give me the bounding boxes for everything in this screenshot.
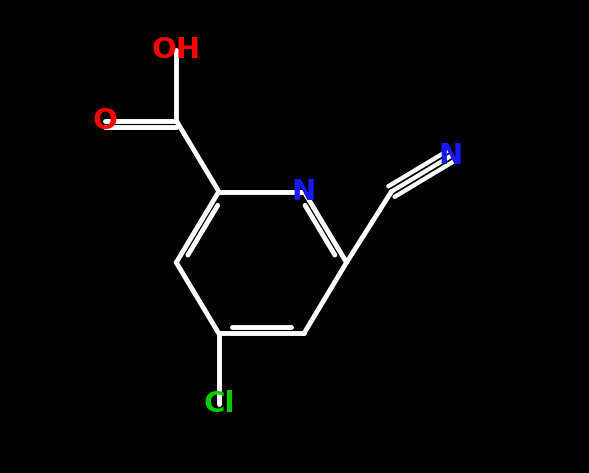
Text: N: N	[438, 142, 463, 170]
Text: OH: OH	[152, 35, 201, 64]
Text: N: N	[292, 177, 316, 206]
Text: Cl: Cl	[203, 390, 234, 419]
Text: O: O	[93, 106, 118, 135]
